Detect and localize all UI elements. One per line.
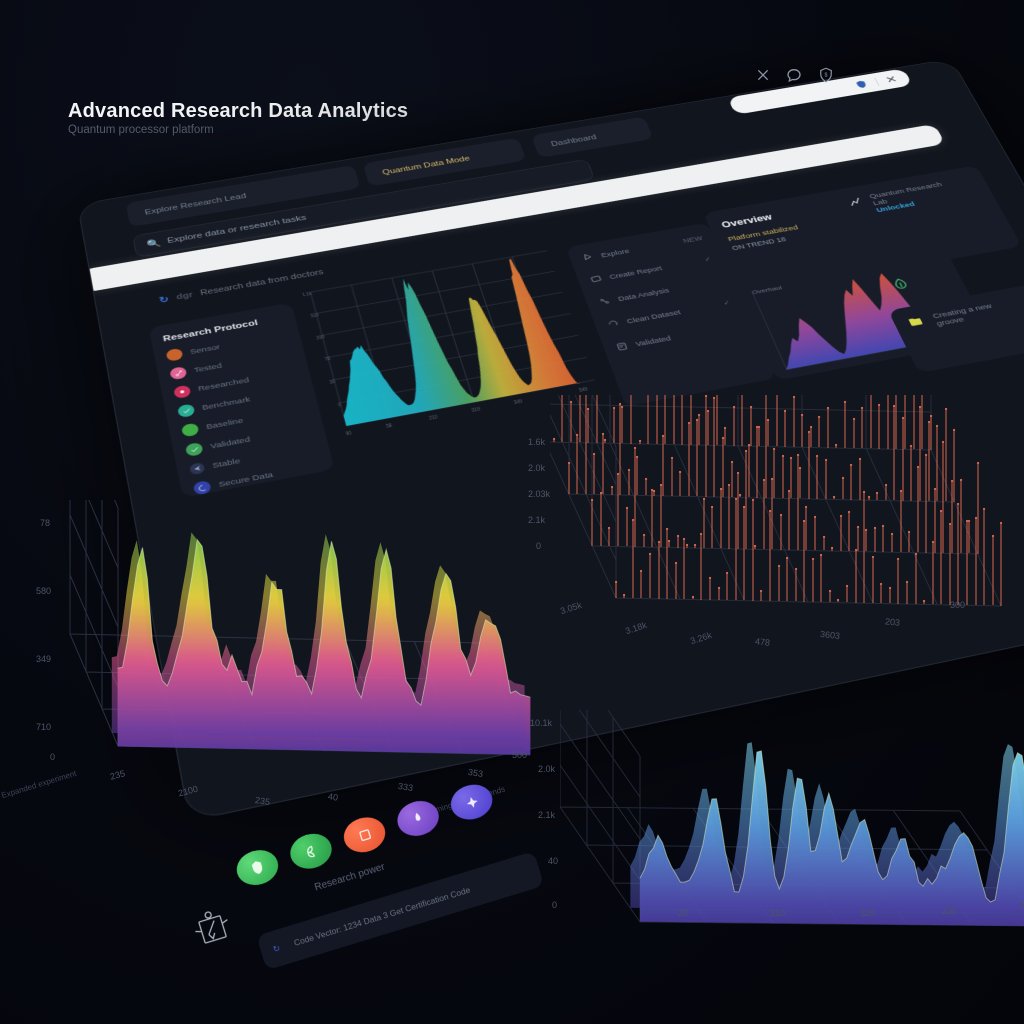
svg-text:349: 349 <box>513 398 523 406</box>
svg-text:0: 0 <box>337 402 341 409</box>
svg-text:210: 210 <box>428 414 438 422</box>
svg-text:549: 549 <box>578 386 588 394</box>
svg-text:319: 319 <box>471 406 481 414</box>
svg-text:58: 58 <box>386 423 393 430</box>
svg-text:90: 90 <box>345 430 352 437</box>
svg-text:200: 200 <box>316 334 326 341</box>
svg-text:1.1k: 1.1k <box>302 291 313 298</box>
svg-text:$: $ <box>825 73 828 79</box>
svg-text:310: 310 <box>310 312 320 319</box>
